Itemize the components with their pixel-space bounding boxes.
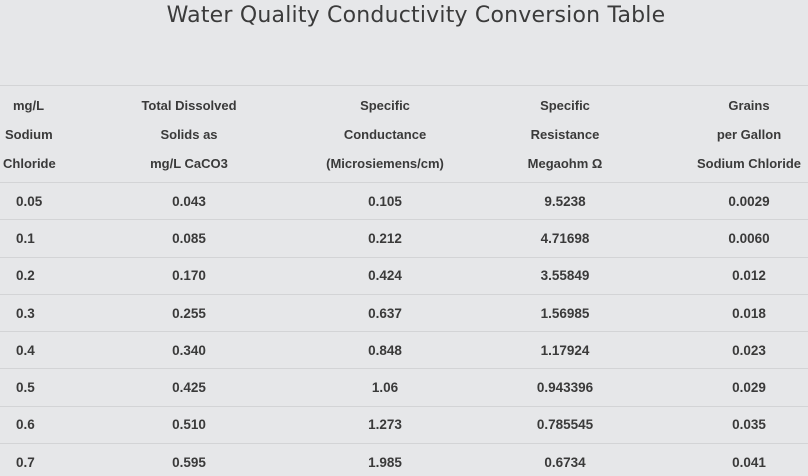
header-line: mg/L CaCO3 [150,155,228,171]
table-row: 0.3 0.255 0.637 1.56985 0.018 [0,294,808,332]
conversion-table-container: mg/L Sodium Chloride Total Dissolved Sol… [0,85,808,476]
conductance-cell: 1.985 [368,454,402,470]
page-title: Water Quality Conductivity Conversion Ta… [166,3,666,28]
header-line: Megaohm Ω [527,155,603,171]
nacl-mgl-cell: 0.5 [16,380,35,396]
table-row: 0.2 0.170 0.424 3.55849 0.012 [0,257,808,295]
grains-cell: 0.041 [732,454,766,470]
nacl-mgl-cell: 0.3 [16,305,35,321]
table-row: 0.6 0.510 1.273 0.785545 0.035 [0,406,808,444]
conductance-cell: 0.424 [368,268,402,284]
tds-cell: 0.425 [172,380,206,396]
conductance-cell: 1.273 [368,417,402,433]
header-line: Grains [728,97,770,113]
conversion-table: mg/L Sodium Chloride Total Dissolved Sol… [0,85,808,476]
conductance-cell: 0.212 [368,230,402,246]
nacl-mgl-cell: 0.4 [16,342,35,358]
grains-cell: 0.0060 [728,230,770,246]
tds-cell: 0.595 [172,454,206,470]
nacl-mgl-cell: 0.05 [16,193,43,209]
resistance-cell: 1.56985 [540,305,590,321]
conductance-cell: 0.637 [368,305,402,321]
grains-cell: 0.029 [732,380,766,396]
resistance-cell: 0.6734 [544,454,586,470]
conductance-cell: 0.848 [368,342,402,358]
header-line: Total Dissolved [141,97,237,113]
resistance-cell: 9.5238 [544,193,586,209]
header-grains: Grains per Gallon Sodium Chloride [660,86,808,183]
tds-cell: 0.255 [172,305,206,321]
grains-cell: 0.0029 [728,193,770,209]
resistance-cell: 0.943396 [536,380,594,396]
table-row: 0.1 0.085 0.212 4.71698 0.0060 [0,220,808,258]
header-row: mg/L Sodium Chloride Total Dissolved Sol… [0,85,808,183]
grains-cell: 0.035 [732,417,766,433]
header-line: Solids as [160,126,218,142]
nacl-mgl-cell: 0.6 [16,417,35,433]
conductance-cell: 0.105 [368,193,402,209]
header-line: Specific [540,97,590,113]
table-row: 0.05 0.043 0.105 9.5238 0.0029 [0,183,808,220]
table-body: 0.05 0.043 0.105 9.5238 0.0029 0.1 0.085 0.212 4… [0,183,808,476]
header-nacl-mgl: mg/L Sodium Chloride [0,86,78,183]
header-tds: Total Dissolved Solids as mg/L CaCO3 [78,86,300,183]
header-resistance: Specific Resistance Megaohm Ω [470,86,660,183]
tds-cell: 0.340 [172,342,206,358]
header-conductance: Specific Conductance (Microsiemens/cm) [300,86,470,183]
header-line: Resistance [530,126,600,142]
grains-cell: 0.023 [732,342,766,358]
table-row: 0.5 0.425 1.06 0.943396 0.029 [0,369,808,407]
resistance-cell: 4.71698 [540,230,590,246]
header-line: Sodium Chloride [697,155,801,171]
nacl-mgl-cell: 0.7 [16,454,35,470]
header-line: per Gallon [716,126,782,142]
header-line: Sodium [5,126,53,142]
header-line: Chloride [3,155,56,171]
resistance-cell: 1.17924 [540,342,590,358]
table-row: 0.4 0.340 0.848 1.17924 0.023 [0,332,808,369]
conductance-cell: 1.06 [371,380,399,396]
table-row: 0.7 0.595 1.985 0.6734 0.041 [0,444,808,476]
nacl-mgl-cell: 0.1 [16,230,35,246]
tds-cell: 0.170 [172,268,206,284]
tds-cell: 0.085 [172,230,206,246]
resistance-cell: 0.785545 [536,417,594,433]
header-line: Conductance [343,126,427,142]
grains-cell: 0.012 [732,268,766,284]
tds-cell: 0.510 [172,417,206,433]
nacl-mgl-cell: 0.2 [16,268,35,284]
tds-cell: 0.043 [172,193,206,209]
resistance-cell: 3.55849 [540,268,590,284]
table-header: mg/L Sodium Chloride Total Dissolved Sol… [0,85,808,183]
header-line: (Microsiemens/cm) [326,155,444,171]
header-line: Specific [360,97,410,113]
grains-cell: 0.018 [732,305,766,321]
header-line: mg/L [13,97,45,113]
